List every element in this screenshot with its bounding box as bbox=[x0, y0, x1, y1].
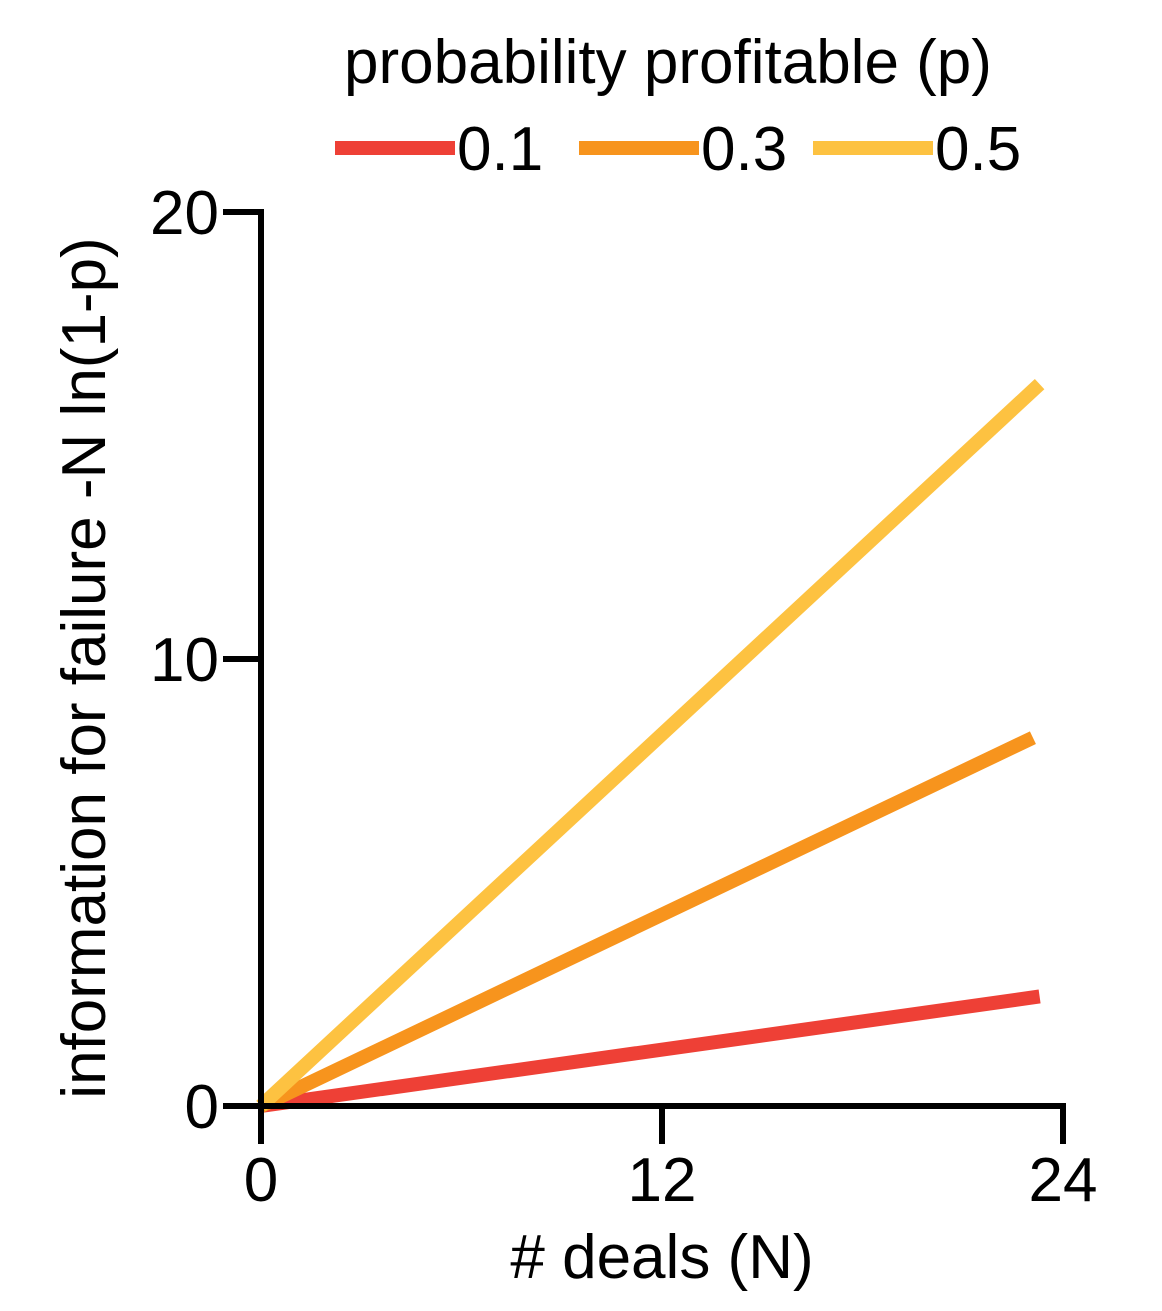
y-tick-label-0: 0 bbox=[185, 1073, 219, 1142]
x-axis-title: # deals (N) bbox=[510, 1223, 813, 1292]
legend: probability profitable (p) 0.1 0.3 0.5 bbox=[335, 28, 1021, 184]
y-axis-title: information for failure -N ln(1-p) bbox=[50, 237, 119, 1098]
axes: 0 10 20 0 12 24 bbox=[150, 179, 1097, 1215]
x-ticks: 0 12 24 bbox=[244, 1106, 1098, 1215]
series-line-p-0.3 bbox=[257, 731, 1036, 1113]
series-group bbox=[256, 378, 1045, 1113]
x-tick-label-24: 24 bbox=[1029, 1146, 1098, 1215]
legend-label-p-0.1: 0.1 bbox=[457, 115, 543, 184]
legend-label-p-0.5: 0.5 bbox=[935, 115, 1021, 184]
legend-items: 0.1 0.3 0.5 bbox=[335, 115, 1021, 184]
legend-label-p-0.3: 0.3 bbox=[701, 115, 787, 184]
series-line-p-0.1 bbox=[260, 989, 1041, 1113]
y-ticks: 0 10 20 bbox=[150, 179, 261, 1142]
legend-title: probability profitable (p) bbox=[344, 28, 992, 97]
y-tick-label-20: 20 bbox=[150, 179, 219, 248]
series-line-p-0.5 bbox=[256, 378, 1045, 1112]
x-tick-label-0: 0 bbox=[244, 1146, 278, 1215]
y-tick-label-10: 10 bbox=[150, 626, 219, 695]
x-tick-label-12: 12 bbox=[628, 1146, 697, 1215]
